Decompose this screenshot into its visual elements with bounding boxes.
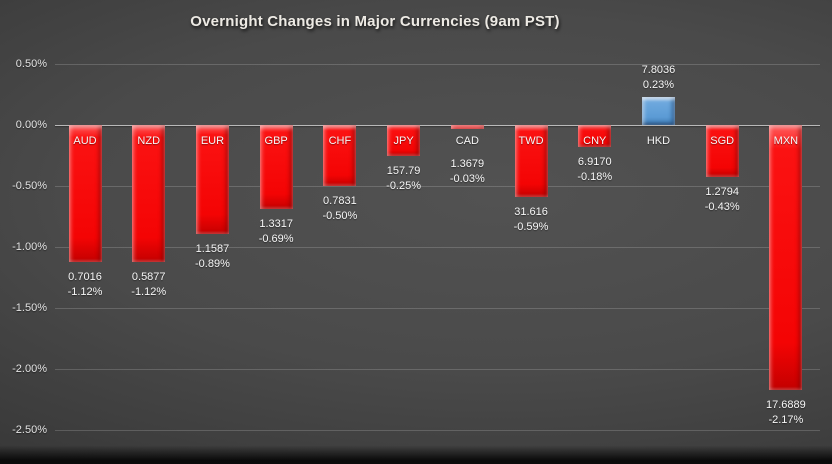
category-label-NZD: NZD — [137, 135, 161, 147]
change-label: -0.25% — [386, 179, 422, 192]
gridline — [55, 186, 820, 187]
category-label-CNY: CNY — [583, 135, 607, 147]
change-label: -0.89% — [195, 257, 230, 270]
value-label-CHF: 0.7831 -0.50% — [304, 194, 376, 224]
chart-title: Overnight Changes in Major Currencies (9… — [190, 13, 560, 30]
change-label: -0.43% — [704, 201, 740, 214]
change-label: -0.69% — [258, 233, 294, 246]
value-label-CAD: 1.3679 -0.03% — [431, 157, 503, 187]
rate-label: 0.7831 — [323, 195, 357, 207]
change-label: -0.18% — [577, 170, 613, 183]
value-label-GBP: 1.3317 -0.69% — [240, 217, 312, 247]
bar-EUR — [195, 125, 229, 234]
rate-label: 1.3317 — [259, 218, 293, 231]
y-axis-tick-label: -2.50% — [12, 424, 47, 436]
value-label-JPY: 157.79 -0.25% — [368, 164, 440, 194]
rate-label: 157.79 — [386, 164, 421, 177]
rate-label: 6.9170 — [577, 155, 612, 168]
change-label: -1.12% — [67, 285, 103, 298]
bar-NZD — [132, 125, 166, 262]
rate-label: 17.6889 — [766, 398, 806, 411]
rate-label: 31.616 — [514, 205, 548, 218]
value-label-TWD: 31.616 -0.59% — [495, 205, 567, 235]
category-label-CHF: CHF — [328, 135, 352, 147]
value-label-MXN: 17.6889 -2.17% — [750, 398, 822, 428]
rate-label: 0.7016 — [68, 270, 102, 283]
category-label-HKD: HKD — [646, 135, 671, 147]
value-label-CNY: 6.9170 -0.18% — [559, 155, 631, 185]
change-label: 0.23% — [642, 78, 675, 91]
y-axis-tick-label: -2.00% — [12, 363, 47, 375]
category-label-SGD: SGD — [710, 135, 735, 147]
category-label-CAD: CAD — [455, 135, 479, 147]
change-label: -0.59% — [513, 220, 549, 233]
rate-label: 1.3679 — [450, 157, 485, 170]
y-axis-tick-label: -1.00% — [12, 241, 47, 253]
bar-CHF — [323, 125, 357, 186]
y-axis-tick-label: 0.00% — [15, 119, 47, 131]
change-label: -0.03% — [449, 172, 485, 185]
bar-MXN — [769, 125, 803, 390]
y-axis-tick-label: -0.50% — [12, 180, 47, 192]
bar-CAD — [450, 125, 484, 129]
value-label-HKD: 7.8036 0.23% — [622, 63, 694, 93]
y-axis-tick-label: 0.50% — [15, 58, 47, 70]
value-label-EUR: 1.1587 -0.89% — [176, 242, 248, 272]
gridline — [55, 247, 820, 248]
gridline — [55, 430, 820, 431]
category-label-GBP: GBP — [264, 135, 288, 147]
value-label-SGD: 1.2794 -0.43% — [686, 185, 758, 215]
gridline — [55, 64, 820, 65]
value-label-AUD: 0.7016 -1.12% — [49, 270, 121, 300]
bar-GBP — [259, 125, 293, 210]
gridline — [55, 308, 820, 309]
value-label-NZD: 0.5877 -1.12% — [113, 270, 185, 300]
bar-JPY — [387, 125, 421, 156]
change-label: -0.50% — [322, 210, 358, 222]
change-label: -2.17% — [768, 413, 804, 426]
bar-CNY — [578, 125, 612, 147]
category-label-EUR: EUR — [200, 135, 225, 147]
category-label-AUD: AUD — [73, 135, 97, 147]
rate-label: 1.2794 — [705, 186, 740, 199]
bar-AUD — [68, 125, 102, 262]
category-label-JPY: JPY — [393, 135, 414, 147]
category-label-TWD: TWD — [518, 135, 544, 147]
category-label-MXN: MXN — [773, 135, 799, 147]
bar-HKD — [641, 96, 675, 125]
bar-SGD — [705, 125, 739, 178]
rate-label: 0.5877 — [131, 270, 166, 283]
rate-label: 7.8036 — [641, 63, 676, 76]
rate-label: 1.1587 — [195, 242, 230, 255]
y-axis-tick-label: -1.50% — [12, 302, 47, 314]
zero-axis-line — [55, 125, 820, 126]
gridline — [55, 369, 820, 370]
bar-TWD — [514, 125, 548, 197]
change-label: -1.12% — [131, 285, 167, 298]
